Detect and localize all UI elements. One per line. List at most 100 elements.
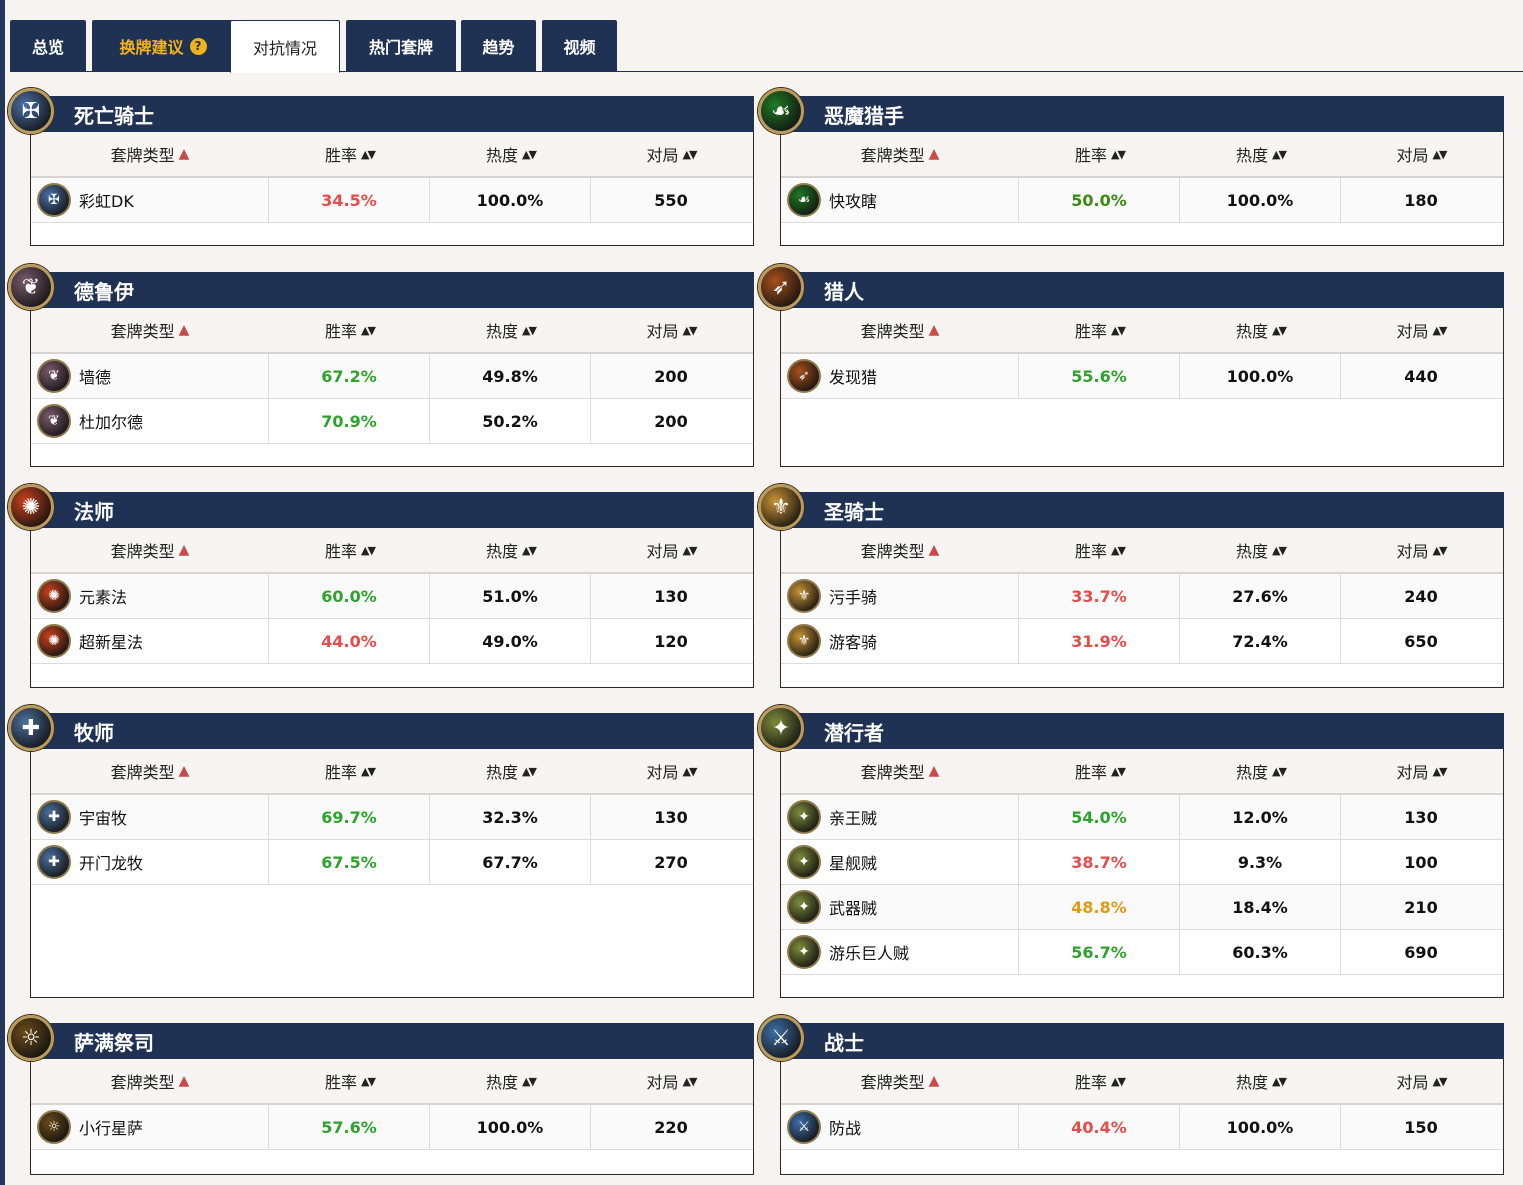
table-row[interactable]: ✦ 亲王贼 54.0% 12.0% 130 bbox=[781, 794, 1503, 840]
deck-cell[interactable]: ✠ 彩虹DK bbox=[31, 177, 269, 223]
deck-type-header[interactable]: 套牌类型 ▲ bbox=[31, 1069, 269, 1093]
popularity-header[interactable]: 热度 ▲▼ bbox=[430, 759, 591, 783]
deck-cell[interactable]: ✦ 星舰贼 bbox=[781, 839, 1019, 885]
deck-type-header[interactable]: 套牌类型 ▲ bbox=[781, 1069, 1019, 1093]
deck-cell[interactable]: ✦ 亲王贼 bbox=[781, 794, 1019, 840]
games-header[interactable]: 对局 ▲▼ bbox=[1341, 318, 1501, 342]
win-rate-header[interactable]: 胜率 ▲▼ bbox=[269, 1069, 430, 1093]
tab-mulligan[interactable]: 换牌建议? bbox=[92, 20, 234, 72]
win-rate-header[interactable]: 胜率 ▲▼ bbox=[1019, 759, 1180, 783]
deck-type-header[interactable]: 套牌类型 ▲ bbox=[31, 318, 269, 342]
table-row[interactable]: ✺ 元素法 60.0% 51.0% 130 bbox=[31, 573, 753, 619]
popularity-header[interactable]: 热度 ▲▼ bbox=[430, 142, 591, 166]
deck-cell[interactable]: ❦ 杜加尔德 bbox=[31, 398, 269, 444]
popularity-header[interactable]: 热度 ▲▼ bbox=[1180, 538, 1341, 562]
table-row[interactable]: ✦ 游乐巨人贼 56.7% 60.3% 690 bbox=[781, 929, 1503, 975]
games-header[interactable]: 对局 ▲▼ bbox=[1341, 759, 1501, 783]
win-rate-header[interactable]: 胜率 ▲▼ bbox=[1019, 318, 1180, 342]
deck-type-header[interactable]: 套牌类型 ▲ bbox=[781, 538, 1019, 562]
deck-cell[interactable]: ✺ 超新星法 bbox=[31, 618, 269, 664]
deck-cell[interactable]: ⚜ 游客骑 bbox=[781, 618, 1019, 664]
help-icon[interactable]: ? bbox=[189, 37, 207, 55]
table-row[interactable]: ☙ 快攻瞎 50.0% 100.0% 180 bbox=[781, 177, 1503, 223]
games-header[interactable]: 对局 ▲▼ bbox=[591, 142, 751, 166]
table-row[interactable]: ✺ 超新星法 44.0% 49.0% 120 bbox=[31, 618, 753, 664]
popularity-cell: 100.0% bbox=[1180, 353, 1341, 399]
table-row[interactable]: ➶ 发现猎 55.6% 100.0% 440 bbox=[781, 353, 1503, 399]
table-row[interactable]: ☼ 小行星萨 57.6% 100.0% 220 bbox=[31, 1104, 753, 1150]
deck-name[interactable]: 小行星萨 bbox=[79, 1119, 144, 1138]
popularity-header[interactable]: 热度 ▲▼ bbox=[430, 1069, 591, 1093]
tab-overview[interactable]: 总览 bbox=[10, 20, 86, 72]
deck-name[interactable]: 快攻瞎 bbox=[829, 192, 878, 211]
tab-matchups[interactable]: 对抗情况 bbox=[230, 20, 340, 73]
games-header[interactable]: 对局 ▲▼ bbox=[591, 318, 751, 342]
win-rate-header[interactable]: 胜率 ▲▼ bbox=[1019, 1069, 1180, 1093]
deck-type-header[interactable]: 套牌类型 ▲ bbox=[31, 538, 269, 562]
deck-name[interactable]: 杜加尔德 bbox=[79, 413, 144, 432]
games-header[interactable]: 对局 ▲▼ bbox=[591, 759, 751, 783]
popularity-header[interactable]: 热度 ▲▼ bbox=[1180, 318, 1341, 342]
deck-type-header[interactable]: 套牌类型 ▲ bbox=[781, 318, 1019, 342]
tab-popular-decks[interactable]: 热门套牌 bbox=[346, 20, 456, 72]
deck-cell[interactable]: ✦ 武器贼 bbox=[781, 884, 1019, 930]
deck-name[interactable]: 墙德 bbox=[79, 368, 112, 387]
deck-cell[interactable]: ❦ 墙德 bbox=[31, 353, 269, 399]
deck-name[interactable]: 宇宙牧 bbox=[79, 809, 128, 828]
games-header[interactable]: 对局 ▲▼ bbox=[591, 1069, 751, 1093]
deck-name[interactable]: 污手骑 bbox=[829, 588, 878, 607]
table-row[interactable]: ✦ 星舰贼 38.7% 9.3% 100 bbox=[781, 839, 1503, 885]
table-row[interactable]: ✦ 武器贼 48.8% 18.4% 210 bbox=[781, 884, 1503, 930]
deck-type-header[interactable]: 套牌类型 ▲ bbox=[781, 142, 1019, 166]
win-rate-header[interactable]: 胜率 ▲▼ bbox=[1019, 538, 1180, 562]
deck-type-header[interactable]: 套牌类型 ▲ bbox=[31, 142, 269, 166]
table-row[interactable]: ⚔ 防战 40.4% 100.0% 150 bbox=[781, 1104, 1503, 1150]
table-row[interactable]: ⚜ 游客骑 31.9% 72.4% 650 bbox=[781, 618, 1503, 664]
deck-name[interactable]: 开门龙牧 bbox=[79, 854, 144, 873]
deck-type-header[interactable]: 套牌类型 ▲ bbox=[31, 759, 269, 783]
games-header[interactable]: 对局 ▲▼ bbox=[1341, 142, 1501, 166]
table-row[interactable]: ✚ 开门龙牧 67.5% 67.7% 270 bbox=[31, 839, 753, 885]
games-header[interactable]: 对局 ▲▼ bbox=[1341, 538, 1501, 562]
deck-name[interactable]: 彩虹DK bbox=[79, 192, 134, 211]
deck-type-header[interactable]: 套牌类型 ▲ bbox=[781, 759, 1019, 783]
win-rate-header[interactable]: 胜率 ▲▼ bbox=[269, 538, 430, 562]
deck-cell[interactable]: ✚ 开门龙牧 bbox=[31, 839, 269, 885]
deck-cell[interactable]: ☼ 小行星萨 bbox=[31, 1104, 269, 1150]
deck-name[interactable]: 星舰贼 bbox=[829, 854, 878, 873]
table-row[interactable]: ❦ 墙德 67.2% 49.8% 200 bbox=[31, 353, 753, 399]
table-row[interactable]: ⚜ 污手骑 33.7% 27.6% 240 bbox=[781, 573, 1503, 619]
deck-cell[interactable]: ✚ 宇宙牧 bbox=[31, 794, 269, 840]
table-row[interactable]: ✠ 彩虹DK 34.5% 100.0% 550 bbox=[31, 177, 753, 223]
popularity-header[interactable]: 热度 ▲▼ bbox=[430, 318, 591, 342]
deck-name[interactable]: 游客骑 bbox=[829, 633, 878, 652]
win-rate-header[interactable]: 胜率 ▲▼ bbox=[1019, 142, 1180, 166]
popularity-header[interactable]: 热度 ▲▼ bbox=[430, 538, 591, 562]
games-header[interactable]: 对局 ▲▼ bbox=[1341, 1069, 1501, 1093]
table-row[interactable]: ❦ 杜加尔德 70.9% 50.2% 200 bbox=[31, 398, 753, 444]
tab-trends[interactable]: 趋势 bbox=[461, 20, 536, 72]
deck-cell[interactable]: ☙ 快攻瞎 bbox=[781, 177, 1019, 223]
deck-name[interactable]: 亲王贼 bbox=[829, 809, 878, 828]
deck-cell[interactable]: ⚜ 污手骑 bbox=[781, 573, 1019, 619]
deck-name[interactable]: 防战 bbox=[829, 1119, 862, 1138]
tab-videos[interactable]: 视频 bbox=[542, 20, 617, 72]
win-rate-header[interactable]: 胜率 ▲▼ bbox=[269, 142, 430, 166]
deck-name[interactable]: 武器贼 bbox=[829, 899, 878, 918]
class-panel: ✠ 死亡骑士 套牌类型 ▲ 胜率 ▲▼ 热度 ▲▼ 对局 ▲▼ ✠ 彩虹DK 34.5% … bbox=[8, 88, 754, 246]
games-header[interactable]: 对局 ▲▼ bbox=[591, 538, 751, 562]
win-rate-header[interactable]: 胜率 ▲▼ bbox=[269, 759, 430, 783]
deck-cell[interactable]: ✦ 游乐巨人贼 bbox=[781, 929, 1019, 975]
deck-cell[interactable]: ➶ 发现猎 bbox=[781, 353, 1019, 399]
deck-name[interactable]: 超新星法 bbox=[79, 633, 144, 652]
popularity-header[interactable]: 热度 ▲▼ bbox=[1180, 142, 1341, 166]
popularity-header[interactable]: 热度 ▲▼ bbox=[1180, 1069, 1341, 1093]
deck-name[interactable]: 游乐巨人贼 bbox=[829, 944, 910, 963]
deck-name[interactable]: 发现猎 bbox=[829, 368, 878, 387]
deck-cell[interactable]: ✺ 元素法 bbox=[31, 573, 269, 619]
popularity-header[interactable]: 热度 ▲▼ bbox=[1180, 759, 1341, 783]
deck-cell[interactable]: ⚔ 防战 bbox=[781, 1104, 1019, 1150]
deck-name[interactable]: 元素法 bbox=[79, 588, 128, 607]
table-row[interactable]: ✚ 宇宙牧 69.7% 32.3% 130 bbox=[31, 794, 753, 840]
win-rate-header[interactable]: 胜率 ▲▼ bbox=[269, 318, 430, 342]
